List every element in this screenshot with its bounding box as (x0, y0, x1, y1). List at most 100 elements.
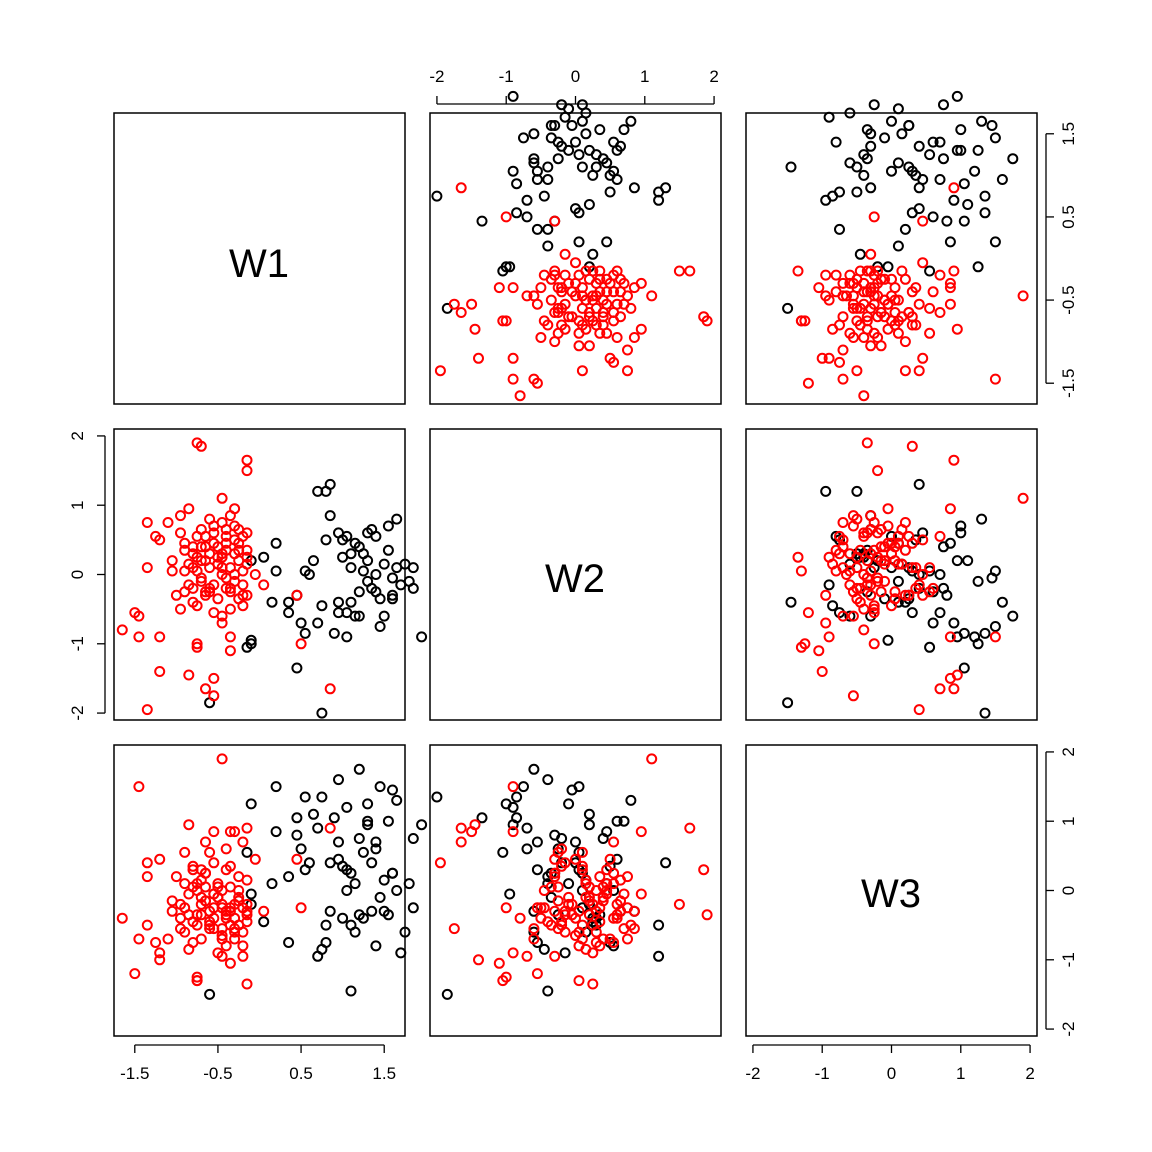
data-point (827, 600, 839, 612)
data-point (291, 589, 303, 601)
data-point (601, 826, 613, 838)
panel-w3-vs-w2 (429, 744, 722, 1037)
data-point (241, 822, 253, 834)
data-point (212, 558, 224, 570)
data-point (333, 774, 344, 786)
data-point (187, 881, 199, 893)
data-point (847, 510, 859, 522)
data-point (521, 290, 533, 302)
data-point (917, 257, 929, 269)
data-point (237, 589, 249, 601)
data-point (552, 307, 564, 318)
data-point (521, 211, 533, 223)
data-point (521, 843, 533, 855)
data-point (958, 215, 970, 227)
data-point (133, 781, 145, 793)
data-point (573, 975, 585, 987)
data-point (362, 819, 374, 831)
data-point (844, 579, 856, 591)
data-point (514, 912, 526, 924)
data-point (141, 871, 153, 883)
left-axis-tick-label: -1 (68, 636, 87, 651)
data-point (879, 132, 891, 144)
data-point (986, 120, 998, 131)
data-point (882, 634, 894, 646)
data-point (195, 864, 207, 876)
data-point (628, 923, 640, 935)
data-point (611, 853, 623, 865)
data-point (827, 558, 839, 570)
data-point (249, 569, 261, 580)
data-point (944, 537, 956, 549)
data-point (549, 120, 561, 131)
data-point (233, 891, 245, 903)
data-point (500, 211, 512, 223)
data-point (996, 174, 1008, 185)
data-point (816, 352, 828, 364)
data-point (673, 898, 685, 910)
data-point (917, 352, 929, 364)
data-point (312, 822, 324, 834)
data-point (507, 826, 519, 838)
data-point (133, 933, 145, 945)
data-point (204, 988, 216, 1000)
data-point (1017, 492, 1029, 504)
data-point (545, 120, 557, 131)
data-point (861, 315, 873, 327)
data-point (951, 90, 963, 102)
data-point (528, 933, 540, 945)
points-w3-vs-w2 (431, 753, 713, 1000)
data-point (556, 916, 568, 928)
data-point (868, 607, 880, 619)
data-point (608, 937, 620, 948)
data-point (183, 669, 195, 681)
data-point (830, 136, 842, 148)
data-point (476, 812, 488, 824)
data-point (917, 569, 929, 580)
data-point (258, 905, 270, 917)
data-point (924, 302, 936, 314)
data-point (308, 555, 319, 567)
data-point (224, 826, 236, 838)
data-point (989, 236, 1001, 248)
data-point (511, 791, 523, 803)
data-point (573, 781, 585, 793)
data-point (882, 261, 894, 273)
data-point (684, 822, 696, 834)
data-point (299, 864, 311, 876)
data-point (538, 943, 550, 955)
data-point (370, 530, 382, 542)
data-point (204, 923, 216, 935)
data-point (552, 881, 564, 893)
data-point (917, 215, 929, 227)
data-point (497, 265, 509, 277)
data-point (531, 902, 543, 914)
data-point (154, 853, 166, 865)
data-point (353, 586, 365, 598)
data-point (813, 645, 825, 657)
data-point (229, 503, 241, 515)
data-point (528, 763, 540, 775)
data-point (337, 551, 349, 563)
data-point (507, 165, 519, 177)
data-point (996, 596, 1008, 608)
data-point (858, 624, 870, 636)
right-axis-top-tick-label: -1.5 (1059, 369, 1078, 398)
data-point (341, 885, 353, 896)
data-point (903, 161, 915, 173)
data-point (934, 174, 946, 185)
data-point (608, 307, 620, 318)
data-point (241, 905, 253, 917)
data-point (590, 290, 602, 302)
data-point (357, 846, 369, 858)
data-point (604, 169, 616, 181)
data-point (858, 390, 870, 402)
data-point (979, 207, 991, 219)
data-point (345, 985, 357, 997)
data-point (611, 332, 623, 343)
data-point (466, 298, 478, 310)
data-point (989, 631, 1001, 643)
data-point (910, 282, 922, 294)
data-point (200, 586, 211, 598)
data-point (868, 638, 880, 650)
